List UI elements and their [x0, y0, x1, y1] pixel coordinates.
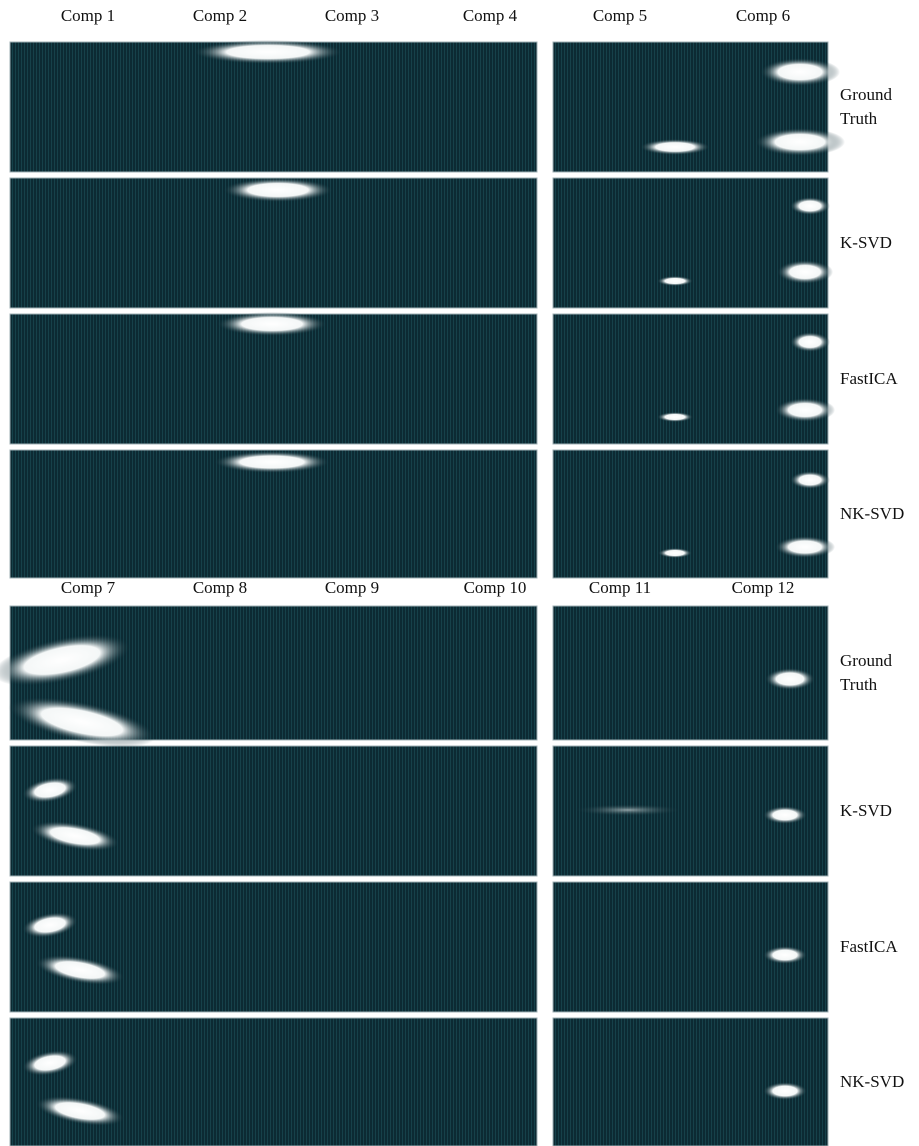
activation-blob	[760, 58, 840, 86]
row-label: NK-SVD	[840, 1070, 915, 1094]
activation-blob	[193, 40, 343, 64]
column-label: Comp 12	[732, 576, 795, 600]
column-label: Comp 9	[325, 576, 379, 600]
activation-blob	[763, 1082, 807, 1100]
panel	[553, 178, 828, 308]
row-label: K-SVD	[840, 231, 915, 255]
row-label: FastICA	[840, 367, 915, 391]
row-label: K-SVD	[840, 799, 915, 823]
column-label: Comp 8	[193, 576, 247, 600]
activation-blob	[658, 548, 692, 558]
row-label: Ground Truth	[840, 649, 915, 697]
panel	[10, 746, 537, 876]
column-label: Comp 5	[593, 4, 647, 28]
column-label: Comp 4	[463, 4, 517, 28]
activation-blob	[573, 804, 683, 816]
activation-blob	[755, 128, 845, 156]
column-label: Comp 11	[589, 576, 651, 600]
column-label: Comp 3	[325, 4, 379, 28]
activation-blob	[217, 312, 327, 336]
figure: Comp 1 Comp 2 Comp 3 Comp 4 Comp 5 Comp 6 Grou…	[0, 0, 919, 1146]
activation-blob	[777, 260, 833, 284]
activation-blob	[657, 276, 693, 286]
activation-blob	[763, 946, 807, 964]
column-label: Comp 6	[736, 4, 790, 28]
panel	[553, 450, 828, 578]
activation-blob	[790, 471, 830, 489]
activation-blob	[214, 451, 330, 473]
row-label: FastICA	[840, 935, 915, 959]
panel	[10, 1018, 537, 1146]
column-label: Comp 1	[61, 4, 115, 28]
panel	[553, 314, 828, 444]
column-label: Comp 10	[464, 576, 527, 600]
activation-blob	[657, 412, 693, 422]
activation-blob	[763, 806, 807, 824]
activation-blob	[790, 197, 830, 215]
activation-blob	[765, 668, 815, 690]
activation-blob	[790, 332, 830, 352]
activation-blob	[640, 139, 710, 155]
panels	[0, 0, 919, 1146]
row-label: NK-SVD	[840, 502, 915, 526]
activation-blob	[775, 536, 835, 558]
activation-blob	[223, 178, 333, 202]
column-label: Comp 2	[193, 4, 247, 28]
panel	[553, 1018, 828, 1146]
activation-blob	[775, 398, 835, 422]
column-label: Comp 7	[61, 576, 115, 600]
row-label: Ground Truth	[840, 83, 915, 131]
panel	[10, 882, 537, 1012]
